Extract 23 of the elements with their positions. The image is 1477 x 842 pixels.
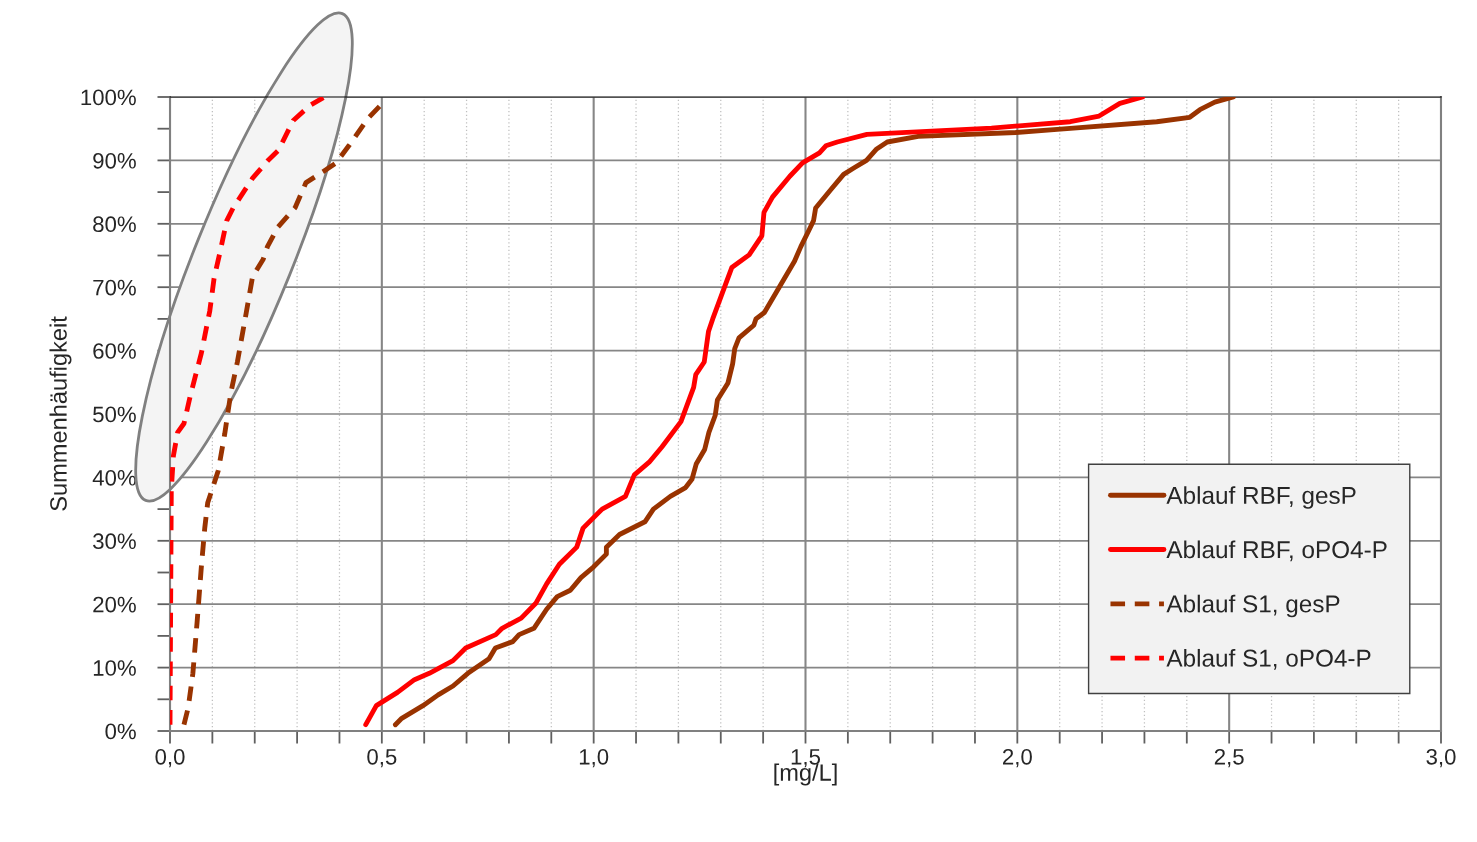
x-tick-label: 0,0 [155,748,185,768]
line-series [170,97,326,728]
y-tick-label: 50% [93,406,136,423]
y-tick-label: 30% [93,533,136,550]
legend-label: Ablauf S1, gesP [1166,594,1340,618]
y-tick-label: 70% [93,279,136,296]
legend-label: Ablauf S1, oPO4-P [1166,648,1371,670]
x-tick-label: 2,0 [1003,748,1032,768]
y-tick-label: 100% [81,89,136,106]
y-tick-label: 80% [93,216,136,233]
y-tick-label: 60% [93,343,136,359]
y-tick-label: 0% [105,723,136,740]
legend-label: Ablauf RBF, oPO4-P [1166,540,1387,562]
x-tick-label: 0,5 [367,748,397,768]
line-series [181,102,383,728]
legend-label: Ablauf RBF, gesP [1166,486,1356,509]
x-tick-label: 1,0 [579,748,609,768]
y-axis-title: Summenhäufigkeit [49,316,72,511]
x-tick-label: 2,5 [1214,748,1244,768]
y-tick-label: 90% [93,152,136,169]
y-tick-label: 20% [93,596,136,613]
x-tick-label: 3,0 [1426,748,1456,768]
y-tick-label: 10% [93,660,136,676]
